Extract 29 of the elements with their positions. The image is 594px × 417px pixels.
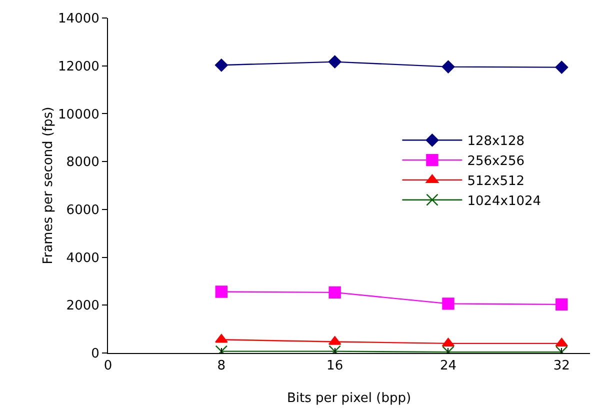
x-tick-label: 32 [553, 358, 570, 374]
point [442, 298, 454, 310]
x-tick-label: 16 [326, 358, 344, 374]
y-tick-label: 4000 [66, 250, 100, 266]
x-tick-label: 24 [440, 358, 457, 374]
y-tick-label: 6000 [66, 202, 100, 218]
y-tick-label: 8000 [66, 155, 100, 170]
y-tick-label: 10000 [58, 107, 100, 122]
point [442, 60, 455, 74]
y-tick-label: 2000 [66, 298, 100, 314]
point [442, 338, 455, 347]
legend-label: 1024x1024 [467, 194, 542, 209]
point [556, 298, 568, 311]
x-tick-label: 0 [104, 358, 112, 374]
point [555, 60, 568, 74]
y-axis-title: Frames per second (fps) [41, 106, 56, 264]
point [214, 58, 228, 72]
legend-label: 256x256 [467, 154, 525, 170]
x-tick-label: 8 [217, 358, 226, 374]
y-tick-label: 0 [91, 346, 100, 362]
y-tick-label: 12000 [58, 59, 100, 74]
point [328, 55, 342, 68]
legend-label: 512x512 [467, 174, 525, 190]
x-axis-title: Bits per pixel (bpp) [286, 391, 412, 406]
point [215, 286, 228, 298]
legend-label: 128x128 [467, 134, 525, 150]
point [555, 338, 568, 347]
point [328, 286, 341, 299]
y-tick-label: 14000 [58, 12, 100, 27]
